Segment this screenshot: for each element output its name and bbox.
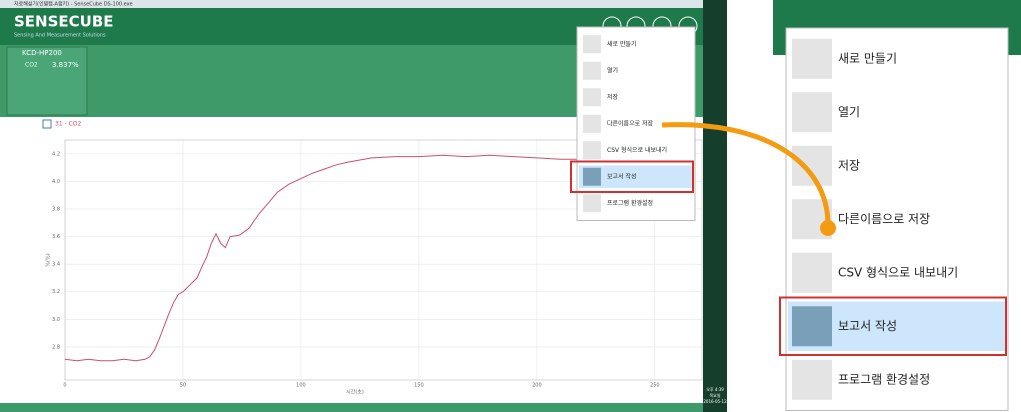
x-tick-label: 100	[296, 383, 306, 389]
tagline: Sensing And Measurement Solutions	[14, 33, 106, 39]
menu-item[interactable]: 프로그램 환경설정	[607, 199, 653, 207]
menu-item[interactable]: 보고서 작성	[607, 172, 637, 180]
y-tick-label: 4.0	[52, 179, 60, 185]
device-name: KCD-HP200	[22, 49, 62, 57]
menu-item[interactable]: CSV 형식으로 내보내기	[607, 146, 667, 154]
sensor-card[interactable]	[7, 47, 87, 115]
x-axis-label: 시간(초)	[346, 389, 364, 396]
x-tick-label: 0	[63, 383, 66, 389]
y-tick-label: 3.8	[52, 206, 60, 212]
menu-icon	[583, 168, 601, 186]
menu-item[interactable]: 다른이름으로 저장	[607, 119, 654, 127]
sensor-reading: 3.837%	[52, 61, 79, 69]
x-tick-label: 50	[180, 383, 186, 389]
menu-item[interactable]: 보고서 작성	[838, 319, 897, 333]
status-bar	[0, 403, 760, 412]
clock: 목요일	[709, 392, 720, 398]
menu-icon	[583, 35, 601, 53]
y-tick-label: 4.2	[52, 151, 60, 157]
y-tick-label: 3.6	[52, 234, 60, 240]
menu-icon	[792, 306, 832, 346]
chart-title: 31 - CO2	[55, 121, 82, 128]
clock: 2016-05-12	[703, 399, 727, 404]
y-tick-label: 3.0	[52, 317, 60, 323]
menu-item[interactable]: 프로그램 환경설정	[838, 372, 930, 386]
menu-item[interactable]: 새로 만들기	[838, 51, 897, 65]
logo: SENSECUBE	[14, 13, 114, 31]
sensor-name: CO2	[25, 62, 38, 69]
menu-icon	[792, 92, 832, 132]
menu-icon	[583, 88, 601, 106]
page: 자료해설기(인텔캠-A랩키) - SenseCube DS-100.exe SE…	[0, 0, 1021, 412]
menu-icon	[583, 62, 601, 80]
menu-icon	[583, 141, 601, 159]
x-tick-label: 200	[532, 383, 542, 389]
y-tick-label: 2.8	[52, 344, 60, 350]
x-tick-label: 250	[650, 383, 660, 389]
taskbar	[703, 0, 727, 412]
series-checkbox[interactable]	[43, 120, 51, 128]
menu-icon	[792, 360, 832, 400]
menu-item[interactable]: 다른이름으로 저장	[838, 212, 930, 226]
menu-icon	[792, 253, 832, 293]
menu-item[interactable]: 열기	[607, 66, 618, 74]
menu-item[interactable]: 저장	[838, 158, 860, 172]
menu-icon	[583, 194, 601, 212]
clock: 오후 4:39	[706, 386, 724, 392]
menu-item[interactable]: 새로 만들기	[607, 40, 637, 48]
callout-dot	[820, 220, 836, 236]
menu-icon	[583, 115, 601, 133]
window-title: 자료해설기(인텔캠-A랩키) - SenseCube DS-100.exe	[14, 1, 133, 8]
menu-icon	[792, 39, 832, 79]
y-tick-label: 3.4	[52, 262, 60, 268]
y-axis-label: %(%)	[46, 253, 52, 266]
menu-item[interactable]: 열기	[838, 105, 860, 119]
menu-item[interactable]: CSV 형식으로 내보내기	[838, 265, 958, 279]
menu-item[interactable]: 저장	[607, 93, 619, 101]
gap	[727, 0, 760, 412]
y-tick-label: 3.2	[52, 289, 60, 295]
x-tick-label: 150	[414, 383, 424, 389]
screenshot: 자료해설기(인텔캠-A랩키) - SenseCube DS-100.exe SE…	[0, 0, 1021, 412]
